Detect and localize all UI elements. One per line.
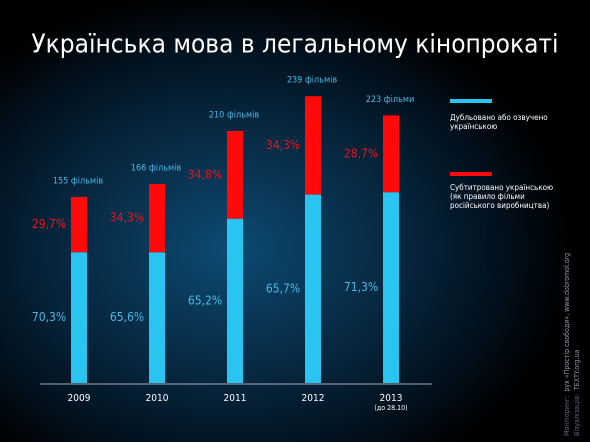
credit: Візуалізація: TEXTY.org.ua bbox=[573, 349, 581, 436]
credit-text: рух «Простір свободи», www.dobromol.org bbox=[563, 253, 571, 392]
total-label: 155 фільмів bbox=[53, 177, 104, 187]
credit: Моніторинг: рух «Простір свободи», www.do… bbox=[563, 253, 571, 436]
credit-text: TEXTY.org.ua bbox=[573, 349, 581, 391]
x-tick-note: (до 28.10) bbox=[374, 404, 407, 412]
value-label: 28,7% bbox=[344, 146, 378, 160]
total-label: 166 фільмів bbox=[131, 163, 182, 173]
value-label: 65,2% bbox=[188, 293, 222, 307]
bar-segment bbox=[149, 252, 165, 383]
total-label: 239 фільмів bbox=[287, 76, 338, 86]
value-label: 34,3% bbox=[266, 138, 300, 152]
x-tick-label: 2011 bbox=[224, 393, 247, 404]
chart-title: Українська мова в легальному кінопрокаті bbox=[31, 30, 558, 60]
value-label: 70,3% bbox=[32, 310, 66, 324]
bar-segment bbox=[383, 192, 399, 383]
credit-label: Візуалізація: bbox=[573, 394, 581, 436]
total-label: 210 фільмів bbox=[209, 111, 260, 121]
x-tick-label: 2010 bbox=[146, 393, 169, 404]
total-label: 223 фільми bbox=[366, 95, 415, 105]
x-tick-label: 2012 bbox=[302, 393, 325, 404]
legend-swatch bbox=[450, 99, 492, 103]
value-label: 34,3% bbox=[110, 211, 144, 225]
legend-label: Дубльовано або озвучено українською bbox=[450, 113, 548, 131]
bar-segment bbox=[383, 115, 399, 193]
bar-segment bbox=[149, 183, 165, 253]
x-tick-label: 2009 bbox=[68, 393, 91, 404]
credit-label: Моніторинг: bbox=[563, 396, 571, 436]
bar-segment bbox=[227, 131, 243, 219]
bar-segment bbox=[305, 194, 321, 383]
x-tick-label: 2013 bbox=[380, 393, 403, 404]
bar-segment bbox=[71, 197, 87, 253]
value-label: 65,6% bbox=[110, 310, 144, 324]
value-label: 71,3% bbox=[344, 280, 378, 294]
value-label: 65,7% bbox=[266, 281, 300, 295]
bar-segment bbox=[227, 218, 243, 383]
bar-segment bbox=[71, 252, 87, 383]
legend-swatch bbox=[450, 172, 492, 176]
value-label: 29,7% bbox=[32, 217, 66, 231]
legend-label: Субтитровано українською (як правило філ… bbox=[450, 183, 554, 210]
value-label: 34,8% bbox=[188, 167, 222, 181]
bar-segment bbox=[305, 96, 321, 195]
